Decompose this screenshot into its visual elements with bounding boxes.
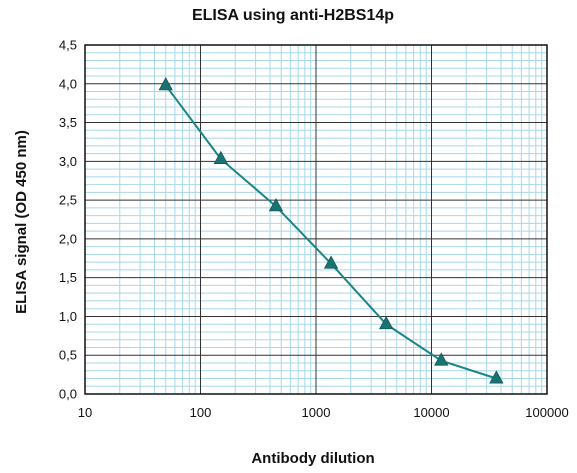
y-tick-label: 4,0 (59, 76, 77, 91)
y-tick-label: 1,5 (59, 270, 77, 285)
y-tick-labels: 0,0 0,5 1,0 1,5 2,0 2,5 3,0 3,5 4,0 4,5 (59, 38, 77, 402)
series-line (164, 84, 497, 380)
data-point (323, 255, 339, 269)
y-tick-label: 3,0 (59, 154, 77, 169)
x-tick-label: 1000 (302, 405, 331, 420)
y-tick-label: 2,0 (59, 231, 77, 246)
y-tick-label: 0,0 (59, 387, 77, 402)
y-tick-label: 0,5 (59, 348, 77, 363)
x-tick-labels: 10 100 1000 10000 100000 (78, 405, 569, 420)
data-point (158, 77, 173, 91)
x-tick-label: 10000 (413, 405, 449, 420)
y-tick-label: 1,0 (59, 309, 77, 324)
data-point (213, 150, 229, 164)
chart-title: ELISA using anti-H2BS14p (192, 7, 394, 24)
y-axis-label: ELISA signal (OD 450 nm) (13, 130, 30, 314)
data-point (489, 370, 504, 384)
x-tick-label: 100000 (525, 405, 568, 420)
minor-grid (85, 45, 547, 394)
y-tick-label: 4,5 (59, 38, 77, 53)
data-point (378, 315, 394, 330)
y-tick-label: 3,5 (59, 115, 77, 130)
data-point (434, 352, 449, 366)
data-point (268, 198, 284, 212)
x-tick-label: 10 (78, 405, 92, 420)
series-layer (158, 77, 504, 384)
plot-frame (84, 44, 548, 395)
y-tick-label: 2,5 (59, 193, 77, 208)
x-tick-label: 100 (190, 405, 212, 420)
x-axis-label: Antibody dilution (251, 450, 374, 467)
